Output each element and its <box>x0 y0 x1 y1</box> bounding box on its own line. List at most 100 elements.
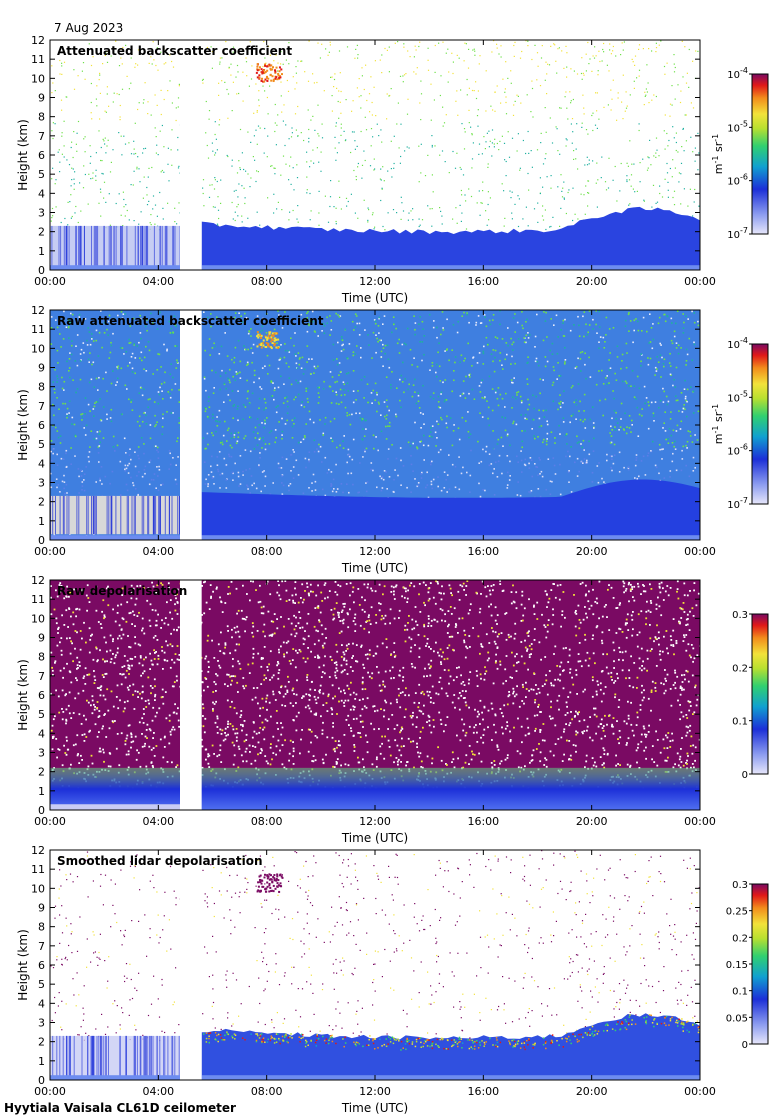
y-tick-label: 1 <box>38 1055 45 1068</box>
x-tick-label: 00:00 <box>684 545 716 558</box>
data-gap <box>180 310 202 540</box>
y-tick-label: 10 <box>31 72 45 85</box>
colorbar-tick-label: 0 <box>742 770 748 781</box>
colorbar-tick-label: 10-6 <box>727 443 748 458</box>
panel-title: Raw attenuated backscatter coefficient <box>57 314 324 328</box>
colorbar-tick-label: 0.3 <box>732 880 748 891</box>
y-tick-label: 7 <box>38 400 45 413</box>
x-tick-label: 04:00 <box>142 545 174 558</box>
x-tick-label: 16:00 <box>467 275 499 288</box>
y-tick-label: 9 <box>38 902 45 915</box>
y-tick-label: 3 <box>38 747 45 760</box>
y-axis-label: Height (km) <box>16 929 30 1000</box>
data-gap <box>180 580 202 810</box>
y-tick-label: 4 <box>38 727 45 740</box>
instrument-footer: Hyytiala Vaisala CL61D ceilometer <box>4 1101 236 1115</box>
x-tick-label: 04:00 <box>142 1085 174 1098</box>
colorbar-tick-label: 0.25 <box>726 907 748 918</box>
x-tick-label: 12:00 <box>359 815 391 828</box>
y-tick-label: 4 <box>38 457 45 470</box>
x-tick-label: 12:00 <box>359 275 391 288</box>
y-tick-label: 11 <box>31 53 45 66</box>
y-tick-label: 1 <box>38 515 45 528</box>
x-tick-label: 00:00 <box>34 545 66 558</box>
data-gap <box>180 40 202 270</box>
colorbar-tick-label: 10-7 <box>727 496 748 511</box>
colorbar-tick-label: 10-5 <box>727 119 748 134</box>
y-tick-label: 8 <box>38 381 45 394</box>
colorbar-unit: m-1 sr-1 <box>711 404 725 444</box>
colorbar-tick-label: 10-5 <box>727 389 748 404</box>
colorbar-tick-label: 0.2 <box>732 933 748 944</box>
x-tick-label: 20:00 <box>576 1085 608 1098</box>
colorbar-tick-label: 0.2 <box>732 663 748 674</box>
x-tick-label: 00:00 <box>34 275 66 288</box>
y-tick-label: 9 <box>38 362 45 375</box>
colorbar-unit: m-1 sr-1 <box>711 134 725 174</box>
y-tick-label: 8 <box>38 111 45 124</box>
x-tick-label: 12:00 <box>359 545 391 558</box>
y-tick-label: 3 <box>38 207 45 220</box>
y-axis-label: Height (km) <box>16 659 30 730</box>
colorbar-tick-label: 10-4 <box>727 66 748 81</box>
x-axis-label: Time (UTC) <box>341 291 408 305</box>
x-tick-label: 00:00 <box>684 275 716 288</box>
panel-4: Smoothed lidar depolarisation01234567891… <box>16 844 769 1115</box>
x-tick-label: 08:00 <box>251 815 283 828</box>
y-tick-label: 6 <box>38 419 45 432</box>
y-tick-label: 0 <box>38 534 45 547</box>
y-tick-label: 12 <box>31 844 45 857</box>
x-axis-label: Time (UTC) <box>341 831 408 845</box>
y-tick-label: 1 <box>38 245 45 258</box>
colorbar-tick-label: 0.1 <box>732 717 748 728</box>
y-tick-label: 5 <box>38 438 45 451</box>
colorbar-tick-label: 0.1 <box>732 987 748 998</box>
y-tick-label: 5 <box>38 708 45 721</box>
y-tick-label: 8 <box>38 651 45 664</box>
colorbar-tick-label: 0 <box>742 1040 748 1051</box>
y-axis-label: Height (km) <box>16 119 30 190</box>
colorbar <box>751 343 769 505</box>
y-tick-label: 4 <box>38 997 45 1010</box>
heatmap-field <box>50 850 700 1080</box>
y-tick-label: 10 <box>31 882 45 895</box>
x-tick-label: 00:00 <box>684 1085 716 1098</box>
data-gap <box>180 850 202 1080</box>
y-tick-label: 5 <box>38 978 45 991</box>
x-tick-label: 08:00 <box>251 275 283 288</box>
x-tick-label: 12:00 <box>359 1085 391 1098</box>
y-tick-label: 4 <box>38 187 45 200</box>
y-tick-label: 7 <box>38 670 45 683</box>
y-tick-label: 12 <box>31 574 45 587</box>
y-tick-label: 12 <box>31 304 45 317</box>
colorbar-tick-label: 0.15 <box>726 960 748 971</box>
y-axis-label: Height (km) <box>16 389 30 460</box>
y-tick-label: 10 <box>31 342 45 355</box>
y-tick-label: 6 <box>38 689 45 702</box>
x-tick-label: 16:00 <box>467 815 499 828</box>
x-tick-label: 16:00 <box>467 1085 499 1098</box>
x-axis-label: Time (UTC) <box>341 1101 408 1115</box>
panel-title: Attenuated backscatter coefficient <box>57 44 292 58</box>
x-axis-label: Time (UTC) <box>341 561 408 575</box>
y-tick-label: 11 <box>31 323 45 336</box>
y-tick-label: 3 <box>38 1017 45 1030</box>
y-tick-label: 2 <box>38 766 45 779</box>
y-tick-label: 11 <box>31 593 45 606</box>
colorbar <box>751 613 769 775</box>
colorbar-tick-label: 0.05 <box>726 1013 748 1024</box>
x-tick-label: 00:00 <box>34 1085 66 1098</box>
colorbar <box>751 73 769 235</box>
panel-1: Attenuated backscatter coefficient012345… <box>16 34 769 305</box>
y-tick-label: 0 <box>38 1074 45 1087</box>
colorbar-tick-label: 10-6 <box>727 173 748 188</box>
y-tick-label: 5 <box>38 168 45 181</box>
y-tick-label: 8 <box>38 921 45 934</box>
panel-2: Raw attenuated backscatter coefficient 0 1… <box>16 304 769 575</box>
y-tick-label: 12 <box>31 34 45 47</box>
y-tick-label: 3 <box>38 477 45 490</box>
x-tick-label: 20:00 <box>576 275 608 288</box>
heatmap-field <box>50 40 700 270</box>
